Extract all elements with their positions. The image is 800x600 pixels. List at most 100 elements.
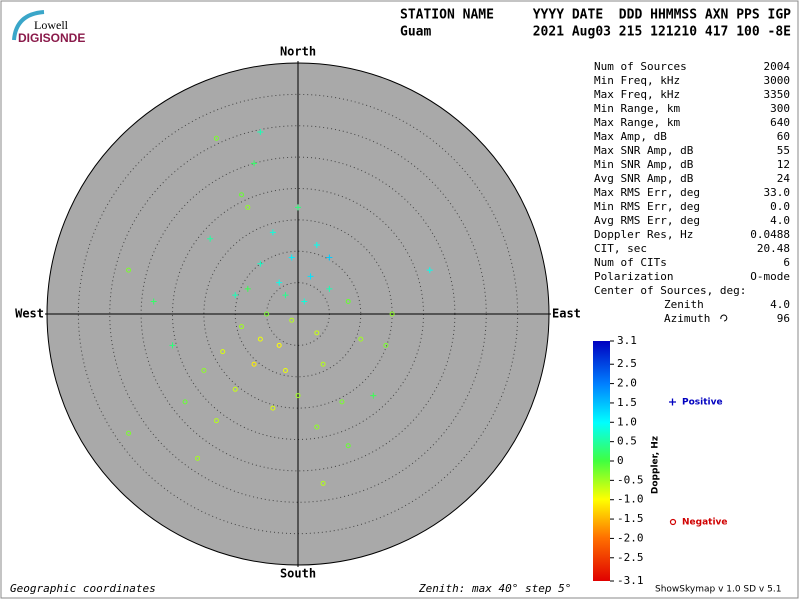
logo-top: Lowell bbox=[34, 18, 69, 32]
stat-label: Max RMS Err, deg bbox=[594, 186, 700, 199]
colorbar-tick-label: 3.1 bbox=[617, 334, 637, 347]
source-negative bbox=[251, 361, 257, 367]
source-negative bbox=[195, 455, 201, 461]
colorbar-label: Doppler, Hz bbox=[651, 436, 661, 494]
source-negative bbox=[126, 430, 132, 436]
source-positive bbox=[301, 298, 308, 305]
header-columns: YYYY DATE DDD HHMMSS AXN PPS IGP bbox=[533, 8, 791, 23]
source-negative bbox=[389, 311, 395, 317]
colorbar-tick-label: -0.5 bbox=[617, 473, 644, 486]
colorbar-tick-label: -1.0 bbox=[617, 493, 644, 506]
source-negative bbox=[245, 204, 251, 210]
source-negative bbox=[383, 342, 389, 348]
source-negative bbox=[295, 393, 301, 399]
stat-label: Min Range, km bbox=[594, 102, 680, 115]
source-positive bbox=[313, 241, 320, 248]
stat-value: 3350 bbox=[764, 88, 791, 101]
source-negative bbox=[213, 135, 219, 141]
source-negative bbox=[320, 361, 326, 367]
stat-value: 96 bbox=[777, 312, 790, 325]
legend-positive-marker bbox=[669, 398, 676, 406]
source-negative bbox=[314, 330, 320, 336]
source-positive bbox=[307, 273, 314, 280]
stat-label: Polarization bbox=[594, 270, 673, 283]
source-positive bbox=[207, 235, 214, 242]
stat-label: Min RMS Err, deg bbox=[594, 200, 700, 213]
stat-label: Azimuth bbox=[664, 312, 710, 325]
source-positive bbox=[251, 160, 258, 167]
azimuth-icon bbox=[720, 314, 728, 322]
logo-bottom: DIGISONDE bbox=[18, 31, 85, 45]
stat-label: Zenith bbox=[664, 298, 704, 311]
colorbar bbox=[593, 341, 610, 581]
stat-value: 12 bbox=[777, 158, 790, 171]
stat-value: 60 bbox=[777, 130, 790, 143]
colorbar-tick-label: 0 bbox=[617, 454, 624, 467]
legend-negative-marker bbox=[669, 518, 677, 526]
source-positive bbox=[257, 129, 264, 136]
stat-value: 6 bbox=[783, 256, 790, 269]
source-negative bbox=[239, 192, 245, 198]
source-negative bbox=[289, 317, 295, 323]
colorbar-tick-label: 2.0 bbox=[617, 377, 637, 390]
legend-positive: Positive bbox=[682, 398, 723, 408]
stat-value: 2004 bbox=[764, 60, 791, 73]
source-negative bbox=[232, 386, 238, 392]
station-name: Guam bbox=[400, 25, 431, 40]
source-negative bbox=[220, 349, 226, 355]
colorbar-tick-label: -3.1 bbox=[617, 574, 644, 587]
stat-value: O-mode bbox=[750, 270, 790, 283]
source-positive bbox=[326, 254, 333, 261]
colorbar-tick-label: -2.5 bbox=[617, 551, 644, 564]
stat-value: 640 bbox=[770, 116, 790, 129]
stat-value: 3000 bbox=[764, 74, 791, 87]
stat-label: Max Freq, kHz bbox=[594, 88, 680, 101]
stat-label: Num of Sources bbox=[594, 60, 687, 73]
stat-value: 20.48 bbox=[757, 242, 790, 255]
source-positive bbox=[426, 267, 433, 274]
stat-label: Min Freq, kHz bbox=[594, 74, 680, 87]
stat-label: Avg RMS Err, deg bbox=[594, 214, 700, 227]
source-negative bbox=[201, 367, 207, 373]
source-negative bbox=[239, 324, 245, 330]
source-positive bbox=[232, 292, 239, 299]
colorbar-tick-label: 1.0 bbox=[617, 415, 637, 428]
stat-label: Max Range, km bbox=[594, 116, 680, 129]
source-negative bbox=[182, 399, 188, 405]
legend-negative: Negative bbox=[682, 518, 728, 528]
stat-label: Max SNR Amp, dB bbox=[594, 144, 694, 157]
colorbar-tick-label: 0.5 bbox=[617, 435, 637, 448]
direction-label: South bbox=[280, 567, 316, 581]
source-negative bbox=[314, 424, 320, 430]
stat-label: Max Amp, dB bbox=[594, 130, 667, 143]
source-positive bbox=[269, 229, 276, 236]
source-negative bbox=[282, 367, 288, 373]
stat-label: Num of CITs bbox=[594, 256, 667, 269]
stat-value: 4.0 bbox=[770, 298, 790, 311]
stat-value: 0.0488 bbox=[750, 228, 790, 241]
stat-value: 24 bbox=[777, 172, 791, 185]
header-label: STATION NAME bbox=[400, 8, 494, 23]
source-negative bbox=[345, 298, 351, 304]
source-negative bbox=[276, 342, 282, 348]
stat-label: Doppler Res, Hz bbox=[594, 228, 693, 241]
source-positive bbox=[244, 285, 251, 292]
stat-value: 55 bbox=[777, 144, 790, 157]
source-positive bbox=[276, 279, 283, 286]
stat-label: CIT, sec bbox=[594, 242, 647, 255]
stat-value: 4.0 bbox=[770, 214, 790, 227]
source-negative bbox=[257, 336, 263, 342]
direction-label: West bbox=[15, 307, 44, 321]
source-positive bbox=[326, 285, 333, 292]
footer-middle: Zenith: max 40° step 5° bbox=[418, 582, 571, 595]
colorbar-tick-label: -2.0 bbox=[617, 531, 644, 544]
stat-label: Min SNR Amp, dB bbox=[594, 158, 694, 171]
source-negative bbox=[358, 336, 364, 342]
source-positive bbox=[257, 260, 264, 267]
source-negative bbox=[345, 443, 351, 449]
stat-label: Avg SNR Amp, dB bbox=[594, 172, 694, 185]
stat-value: 300 bbox=[770, 102, 790, 115]
source-negative bbox=[339, 399, 345, 405]
